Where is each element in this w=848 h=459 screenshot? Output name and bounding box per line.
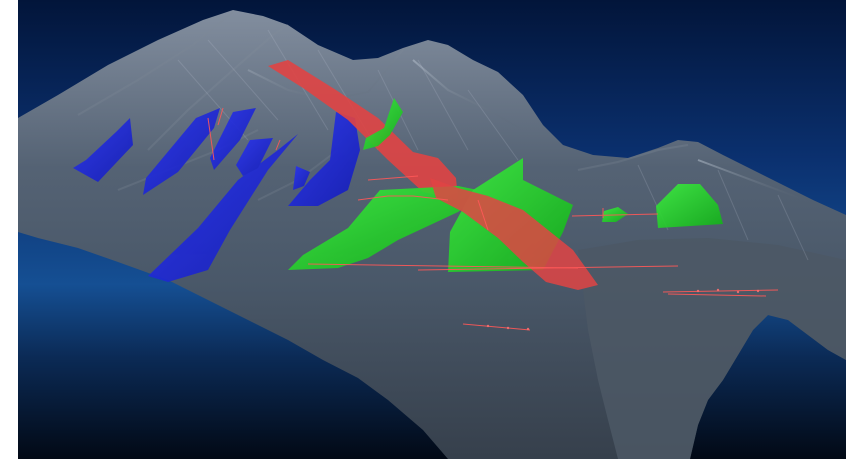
blue-vein-3 [210,108,256,170]
terrain-slope-right [578,238,846,459]
blue-vein-7 [236,138,273,176]
green-body-top [363,98,403,150]
blue-vein-4 [148,134,298,282]
blue-vein-1 [73,118,133,182]
blue-vein-5 [288,112,360,206]
red-fault-plane-upper [268,60,458,200]
geological-scene[interactable] [18,0,846,459]
terrain-streaks [177,29,809,261]
blue-vein-2 [143,108,220,195]
red-fault-plane-lower [430,178,598,290]
drill-collars [486,288,760,331]
green-body-right [656,184,723,228]
drillhole-traces [207,107,779,331]
blue-vein-6 [293,166,310,190]
green-body-left [288,186,488,270]
blue-vein-bodies [73,108,360,282]
